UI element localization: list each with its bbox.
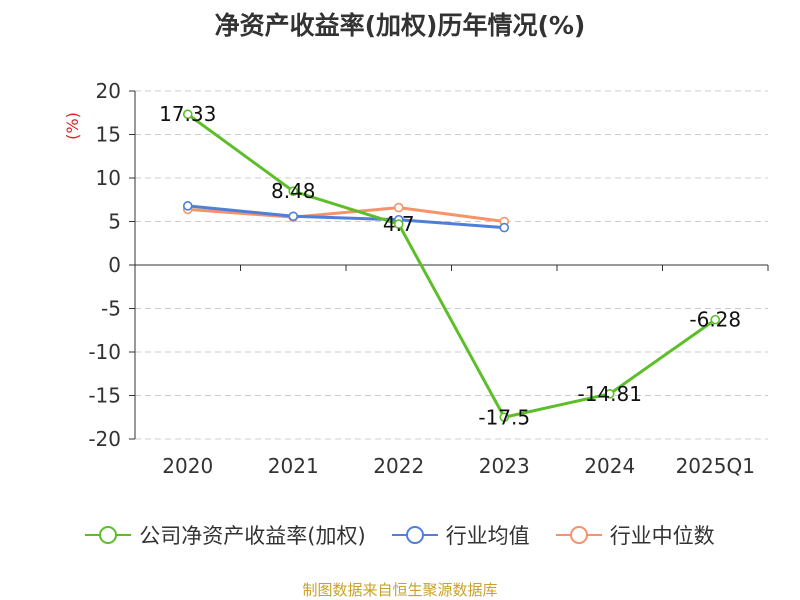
data-point [710,314,721,325]
legend-marker-icon [555,526,602,544]
x-tick-label: 2024 [584,454,635,478]
data-point [393,202,404,213]
x-tick-label: 2021 [268,454,319,478]
x-tick-label: 2022 [373,454,424,478]
legend-label: 行业均值 [445,524,530,548]
legend-item[interactable]: 行业中位数 [555,520,715,550]
data-point [499,412,510,423]
y-tick-label: -15 [88,384,121,408]
series-line [187,206,505,223]
chart-title: 净资产收益率(加权)历年情况(%) [214,11,586,40]
data-point [499,222,510,233]
data-labels: 17.33 8.48 4.7 -17.5 -14.81 -6.28 [159,102,741,429]
y-tick-label: 15 [96,123,121,147]
y-axis-label: (%) [63,112,82,140]
y-tick-label: 20 [96,79,121,103]
y-tick-label: -5 [101,297,121,321]
data-point [182,201,193,211]
data-label: 8.48 [271,179,316,203]
y-tick-label: -20 [88,427,121,451]
data-point [182,109,193,120]
data-label: 17.33 [159,102,216,126]
y-tick-label: -10 [88,340,121,364]
y-tick-label: 0 [108,253,121,277]
legend-marker-icon [85,526,132,544]
legend-item[interactable]: 公司净资产收益率(加权) [85,520,366,550]
legend-label: 行业中位数 [609,524,715,548]
legend-label: 公司净资产收益率(加权) [139,524,366,548]
axes: 20 15 10 5 0 -5 -10 -15 -20 2020 2021 2022 2023 2024 2… [63,79,769,478]
series-line [186,113,717,419]
y-tick-label: 10 [96,166,121,190]
data-point [288,211,299,222]
line-chart: 20 15 10 5 0 -5 -10 -15 -20 2020 2021 2022 2023 2024 2… [63,79,769,478]
grid-lines [135,90,768,440]
data-point [604,389,615,399]
legend-item[interactable]: 行业均值 [391,520,530,550]
series-lines [182,109,721,423]
data-label: -17.5 [478,405,530,429]
legend-marker-icon [391,526,438,544]
y-tick-label: 5 [108,210,121,234]
data-label: -14.81 [578,382,642,406]
data-label: 4.7 [383,212,415,236]
legend: 公司净资产收益率(加权) 行业均值 行业中位数 [0,520,800,550]
x-tick-label: 2020 [162,454,213,478]
x-tick-label: 2025Q1 [676,454,755,478]
data-label: -6.28 [689,308,741,332]
source-note: 制图数据来自恒生聚源数据库 [302,581,498,599]
data-point [288,186,299,197]
data-point [393,219,404,229]
x-tick-label: 2023 [479,454,530,478]
series-line [187,204,505,230]
